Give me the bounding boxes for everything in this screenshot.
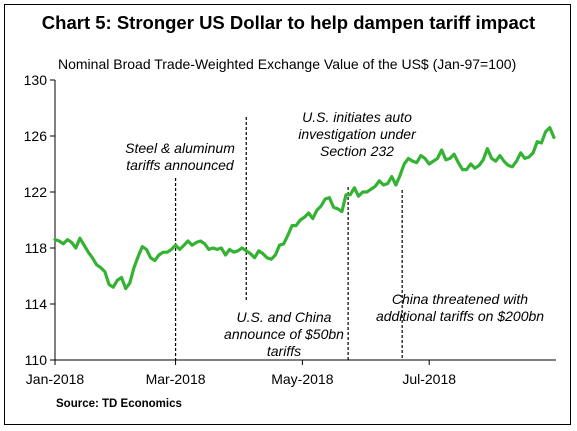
y-tick-label: 114 — [25, 296, 48, 312]
x-tick-label: May-2018 — [271, 371, 333, 387]
event-annotation: U.S. and China announce of $50bn tariffs — [224, 309, 344, 359]
y-tick-label: 130 — [24, 72, 48, 88]
y-tick-label: 118 — [25, 240, 48, 256]
y-tick-label: 126 — [24, 128, 48, 144]
chart-subtitle: Nominal Broad Trade-Weighted Exchange Va… — [58, 56, 517, 72]
x-tick-label: Jul-2018 — [402, 371, 456, 387]
event-annotation: U.S. initiates auto investigation under Se… — [298, 109, 417, 159]
event-annotation: Steel & aluminum tariffs announced — [125, 140, 235, 173]
chart-frame — [4, 4, 571, 425]
source-note: Source: TD Economics — [56, 398, 182, 410]
x-tick-label: Jan-2018 — [26, 371, 85, 387]
x-tick-label: Mar-2018 — [146, 371, 206, 387]
series-line — [53, 125, 556, 291]
chart-title: Chart 5: Stronger US Dollar to help damp… — [41, 12, 536, 33]
y-tick-label: 110 — [25, 352, 48, 368]
y-tick-label: 122 — [24, 184, 48, 200]
event-annotation: China threatened with additional tariffs … — [376, 291, 544, 324]
